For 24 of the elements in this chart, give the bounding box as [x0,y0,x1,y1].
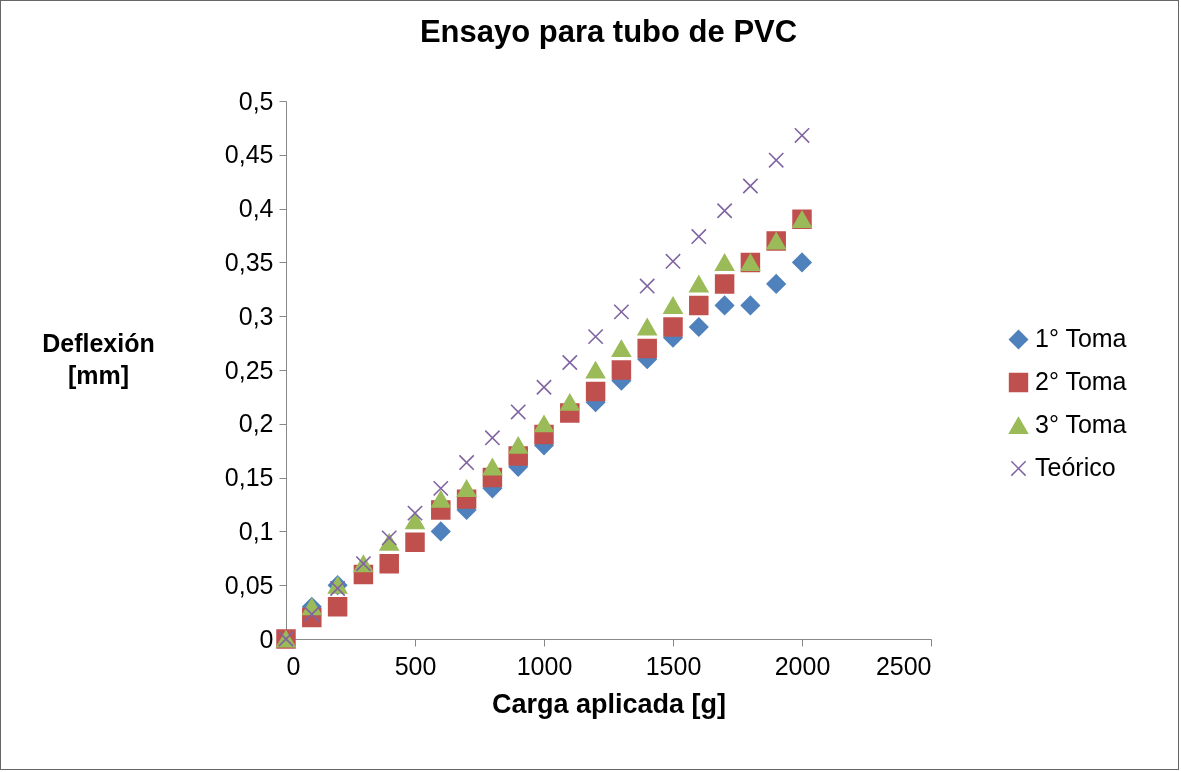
x-tick-label: 1000 [516,651,573,680]
x-tick-label: 500 [394,651,437,680]
y-tick-label: 0,3 [238,301,274,330]
x-axis-title: Carga aplicada [g] [491,688,727,719]
y-tick-label: 0 [259,624,274,653]
y-tick-label: 0,15 [224,463,274,492]
legend-label: 1° Toma [1035,324,1127,353]
x-tick-label: 2000 [774,651,831,680]
y-tick-label: 0,25 [224,355,274,384]
y-tick-label: 0,05 [224,570,274,599]
x-tick-label: 1500 [645,651,702,680]
y-tick-label: 0,1 [238,516,274,545]
x-tick-label: 0 [286,651,301,680]
y-tick-label: 0,35 [224,247,274,276]
y-tick-label: 0,5 [238,86,274,115]
chart-title: Ensayo para tubo de PVC [419,14,798,49]
y-axis-title: Deflexión [mm] [42,328,155,389]
legend-label: Teórico [1035,453,1116,482]
y-tick-label: 0,45 [224,140,274,169]
y-tick-label: 0,2 [238,409,274,438]
legend-label: 3° Toma [1035,410,1127,439]
y-tick-label: 0,4 [238,194,274,223]
legend-label: 2° Toma [1035,367,1127,396]
x-tick-label: 2500 [875,651,932,680]
